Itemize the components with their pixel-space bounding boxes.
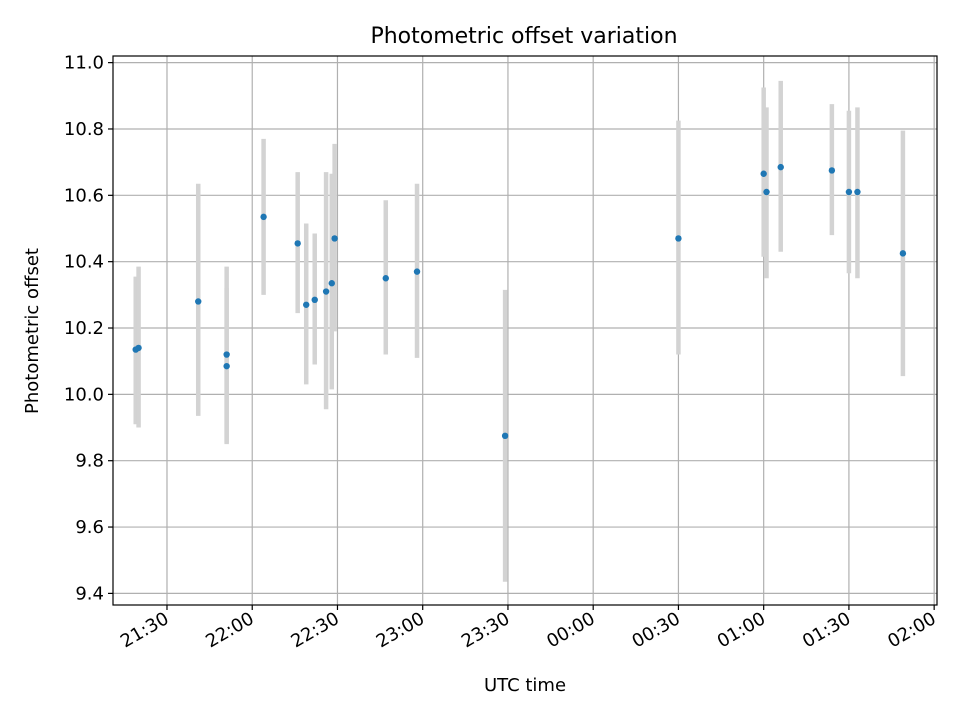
data-points [132,163,907,440]
y-axis: 9.4 9.6 9.8 10.0 10.2 10.4 10.6 10.8 11.0 [64,53,113,604]
data-point [195,298,202,305]
y-axis-label: Photometric offset [22,248,43,414]
x-tick-label: 00:00 [543,608,598,652]
data-point [828,167,836,174]
x-tick-label: 01:30 [799,608,854,652]
data-point [328,280,335,287]
data-point [899,250,907,257]
data-point [845,188,853,196]
x-tick-label: 01:00 [714,608,769,652]
data-point [135,344,142,352]
data-point [413,268,421,275]
x-tick-label: 23:00 [373,608,428,652]
x-tick-label: 22:30 [288,608,343,652]
error-bars [133,80,906,582]
plot-frame [112,55,938,606]
data-point [854,188,861,196]
data-point [322,288,330,295]
y-tick-label: 10.6 [64,185,104,206]
data-point [311,296,318,304]
y-tick-label: 9.6 [75,517,104,538]
y-tick-label: 11.0 [64,53,104,74]
data-point [303,301,310,308]
x-tick-label: 02:00 [884,608,939,652]
x-tick-label: 23:30 [458,608,513,652]
x-tick-label: 21:30 [117,608,172,652]
grid [113,56,937,605]
data-point [260,213,267,221]
data-point [777,163,784,171]
data-point [760,170,767,177]
y-tick-label: 9.8 [75,451,104,472]
x-tick-label: 00:30 [629,608,684,652]
data-point [675,235,682,242]
data-point [382,275,389,282]
x-axis-label: UTC time [484,675,566,696]
data-point [223,351,230,358]
y-tick-label: 10.0 [64,384,104,405]
chart-title: Photometric offset variation [370,24,677,49]
data-point [501,432,509,440]
data-point [223,362,230,370]
x-tick-label: 22:00 [202,608,257,652]
data-point [331,235,338,242]
y-tick-label: 10.4 [64,252,104,273]
y-tick-label: 10.8 [64,119,104,140]
y-tick-label: 10.2 [64,318,104,339]
data-point [763,188,770,196]
y-tick-label: 9.4 [75,583,104,604]
x-axis: 21:30 22:00 22:30 23:00 23:30 00:00 00:30 01:00… [117,605,940,652]
data-point [294,240,301,247]
